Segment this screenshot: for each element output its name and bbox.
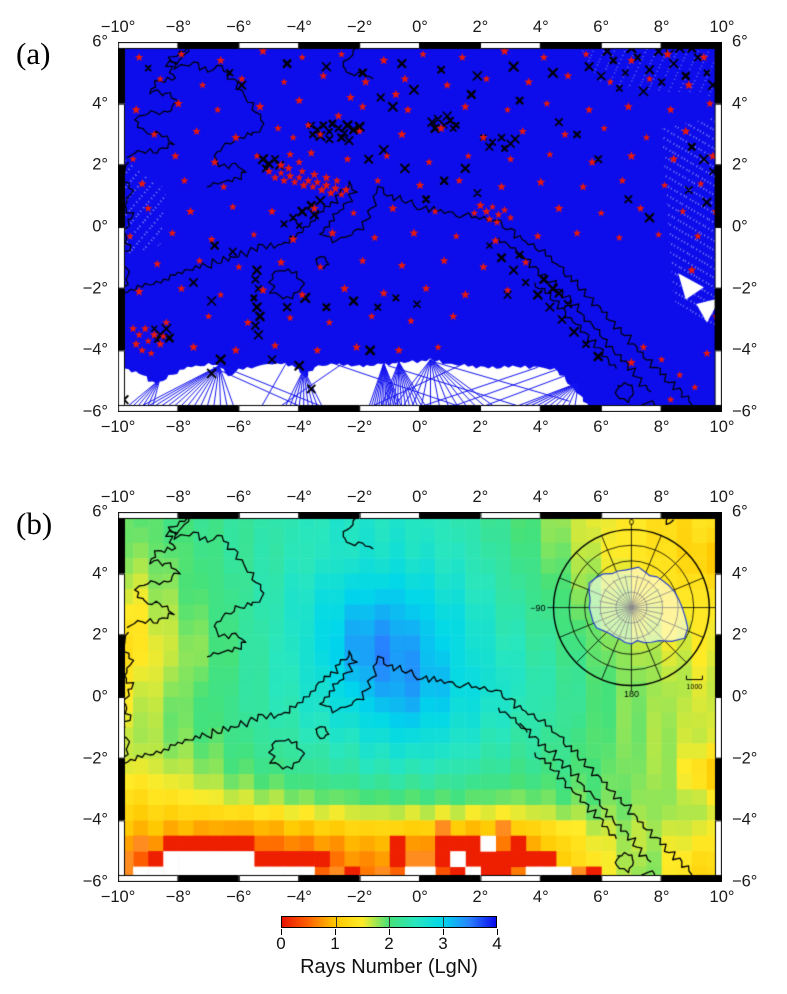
lat-tick-label: 2°: [92, 155, 108, 174]
lon-tick-label: −6°: [226, 888, 252, 906]
colorbar: [281, 916, 497, 928]
lon-tick-label: 8°: [653, 888, 670, 906]
panel-b-label: (b): [16, 506, 53, 541]
lon-tick-label: 8°: [653, 418, 670, 436]
lat-tick-label: −6°: [82, 402, 108, 421]
lon-tick-label: 6°: [593, 888, 610, 906]
lon-tick-label: −2°: [346, 488, 373, 506]
lon-tick-label: −4°: [286, 888, 312, 906]
lon-tick-label: 10°: [709, 18, 735, 36]
lon-tick-label: −6°: [226, 18, 252, 36]
lat-tick-label: −6°: [82, 872, 108, 891]
lon-tick-label: 4°: [532, 888, 549, 906]
lon-tick-label: 10°: [709, 888, 735, 906]
lat-tick-label: 2°: [732, 625, 748, 644]
lat-tick-label: 6°: [732, 32, 748, 51]
lon-tick-label: 6°: [593, 418, 610, 436]
lat-tick-label: −2°: [82, 749, 108, 768]
lon-tick-label: −2°: [346, 888, 373, 906]
lat-tick-label: 0°: [732, 687, 748, 706]
lon-tick-label: −10°: [100, 18, 136, 36]
lon-tick-label: 6°: [593, 488, 610, 506]
lon-tick-label: 8°: [653, 488, 670, 506]
colorbar-separator: [442, 917, 444, 927]
lat-tick-label: 0°: [92, 687, 108, 706]
lat-tick-label: 6°: [92, 32, 108, 51]
lon-tick-label: 10°: [709, 418, 735, 436]
lat-tick-label: 2°: [92, 625, 108, 644]
lon-tick-label: −6°: [226, 488, 252, 506]
lat-tick-label: −6°: [732, 872, 758, 891]
lon-tick-label: −8°: [165, 488, 192, 506]
lon-tick-label: −8°: [165, 888, 192, 906]
lon-tick-label: 8°: [653, 18, 670, 36]
lat-tick-label: 4°: [732, 94, 748, 113]
lon-tick-label: −8°: [165, 418, 192, 436]
lon-tick-label: −4°: [286, 418, 312, 436]
lon-tick-label: 0°: [412, 888, 428, 906]
lat-tick-label: 4°: [92, 564, 108, 583]
lon-tick-label: −10°: [100, 418, 136, 436]
colorbar-tickmark: [497, 929, 498, 935]
colorbar-separator: [335, 917, 337, 927]
lon-tick-label: 4°: [532, 18, 549, 36]
colorbar-tick-label: 2: [384, 934, 394, 953]
lon-tick-label: −10°: [100, 488, 136, 506]
lon-tick-label: 4°: [532, 488, 549, 506]
colorbar-tick-label: 3: [438, 934, 448, 953]
lon-tick-label: −2°: [346, 18, 373, 36]
lon-tick-label: 6°: [593, 18, 610, 36]
lon-tick-label: 2°: [472, 488, 489, 506]
lon-tick-label: 0°: [412, 418, 428, 436]
lat-tick-label: 2°: [732, 155, 748, 174]
colorbar-tickmark: [335, 929, 336, 935]
lat-tick-label: −4°: [82, 340, 108, 359]
lon-tick-label: 10°: [709, 488, 735, 506]
lat-tick-label: 0°: [92, 217, 108, 236]
lon-tick-label: −10°: [100, 888, 136, 906]
colorbar-tickmark: [389, 929, 390, 935]
lon-tick-label: −2°: [346, 418, 373, 436]
colorbar-tick-label: 0: [276, 934, 286, 953]
panel-a-label: (a): [16, 36, 51, 71]
lon-tick-label: −6°: [226, 418, 252, 436]
colorbar-tick-label: 1: [330, 934, 340, 953]
lon-tick-label: 4°: [532, 418, 549, 436]
lat-tick-label: 0°: [732, 217, 748, 236]
lat-tick-label: −4°: [732, 810, 758, 829]
lat-tick-label: −2°: [732, 279, 758, 298]
lon-tick-label: 0°: [412, 488, 428, 506]
lat-tick-label: 6°: [732, 502, 748, 521]
lat-tick-label: −4°: [732, 340, 758, 359]
colorbar-tickmark: [443, 929, 444, 935]
lon-tick-label: −8°: [165, 18, 192, 36]
lat-tick-label: 4°: [92, 94, 108, 113]
lat-tick-label: 6°: [92, 502, 108, 521]
lon-tick-label: 0°: [412, 18, 428, 36]
lat-tick-label: −2°: [82, 279, 108, 298]
panel-a-ray-coverage-map: [118, 42, 722, 412]
lon-tick-label: 2°: [472, 18, 489, 36]
lon-tick-label: −4°: [286, 488, 312, 506]
lon-tick-label: −4°: [286, 18, 312, 36]
lat-tick-label: −4°: [82, 810, 108, 829]
colorbar-tick-label: 4: [492, 934, 502, 953]
panel-b-ray-density-map: [118, 512, 722, 882]
lat-tick-label: 4°: [732, 564, 748, 583]
lat-tick-label: −6°: [732, 402, 758, 421]
lon-tick-label: 2°: [472, 418, 489, 436]
lat-tick-label: −2°: [732, 749, 758, 768]
colorbar-tickmark: [281, 929, 282, 935]
colorbar-title: Rays Number (LgN): [300, 956, 478, 978]
colorbar-separator: [389, 917, 390, 927]
lon-tick-label: 2°: [472, 888, 489, 906]
